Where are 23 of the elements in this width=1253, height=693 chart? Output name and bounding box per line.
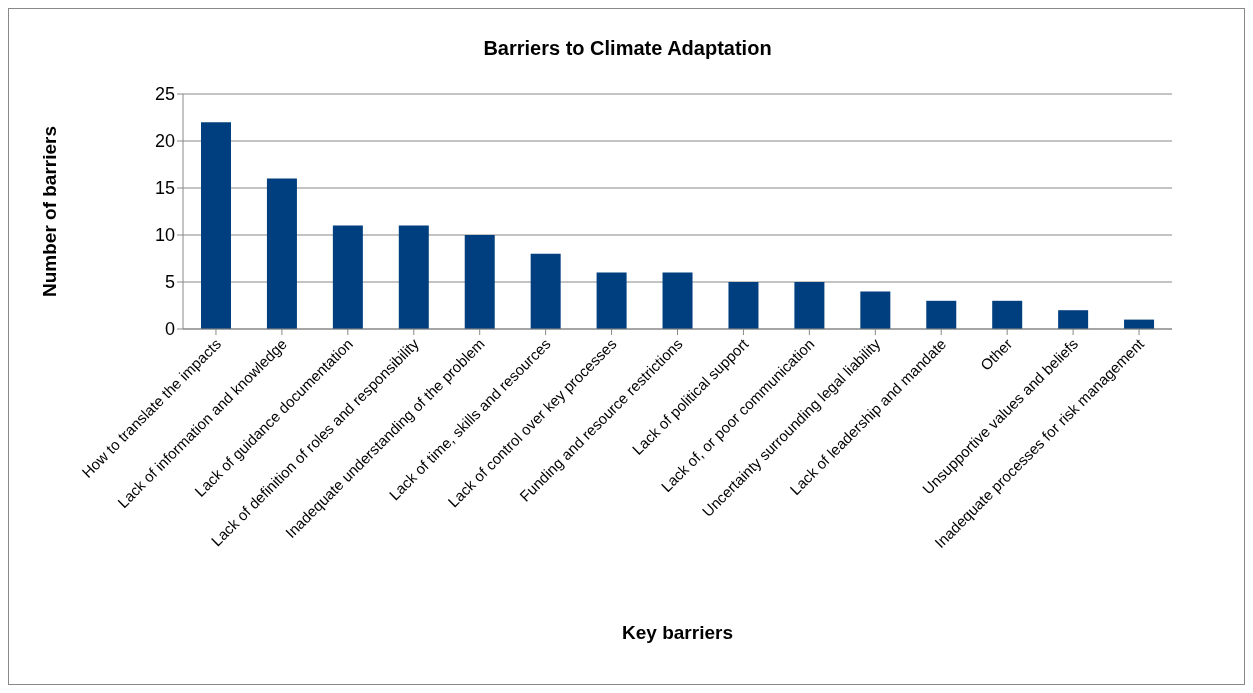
chart-title: Barriers to Climate Adaptation — [482, 37, 773, 60]
bar — [860, 291, 891, 329]
x-axis-title: Key barriers — [622, 622, 733, 643]
y-tick-label: 10 — [154, 225, 175, 246]
bar — [398, 225, 429, 329]
bar — [1058, 310, 1089, 329]
bar — [332, 225, 363, 329]
bar — [662, 272, 693, 329]
y-tick-label: 20 — [154, 131, 175, 152]
y-axis-title: Number of barriers — [38, 125, 60, 298]
bar — [266, 178, 297, 329]
y-tick-label: 25 — [154, 84, 175, 105]
y-tick-label: 5 — [164, 272, 175, 293]
bar — [728, 282, 759, 329]
bar — [596, 272, 627, 329]
bar — [530, 253, 561, 329]
bar — [926, 300, 957, 329]
bar — [992, 300, 1023, 329]
bar — [794, 282, 825, 329]
bar — [464, 235, 495, 329]
bar — [201, 122, 231, 329]
y-tick-label: 0 — [164, 319, 175, 340]
y-tick-label: 15 — [154, 178, 175, 199]
